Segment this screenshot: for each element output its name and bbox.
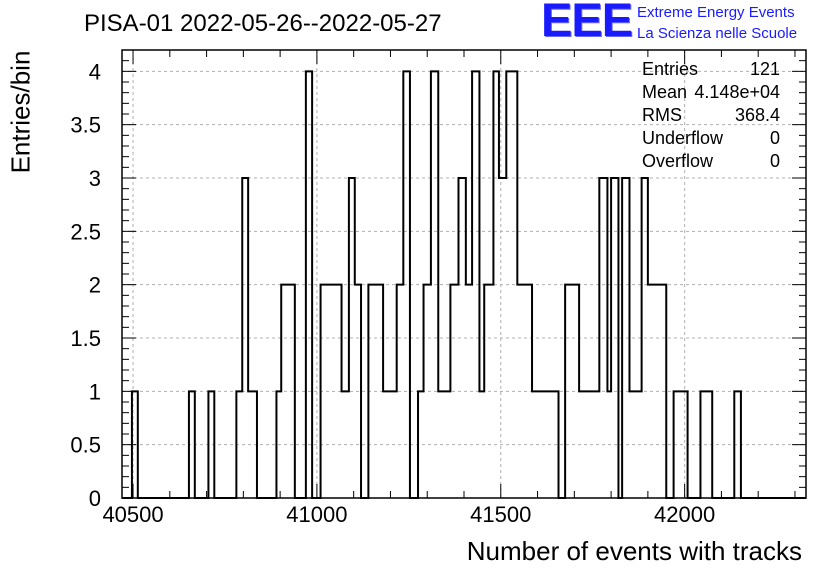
stat-value: 0	[769, 151, 780, 171]
x-axis-label: Number of events with tracks	[466, 536, 802, 566]
stat-row-entries: Entries 121	[642, 58, 780, 81]
stat-name: Entries	[642, 59, 699, 79]
y-tick-label: 2.5	[70, 219, 101, 244]
eee-logo: EEE	[541, 0, 633, 46]
stat-name: Overflow	[642, 151, 714, 171]
stat-value: 0	[769, 128, 780, 148]
stat-value: 368.4	[734, 105, 780, 125]
y-tick-label: 3	[89, 166, 101, 191]
stat-row-underflow: Underflow 0	[642, 127, 780, 150]
stat-value: 4.148e+04	[694, 82, 780, 102]
histogram-step-line	[122, 70, 806, 499]
y-tick-label: 0	[89, 486, 101, 511]
x-tick-label: 40500	[102, 502, 163, 527]
logo-line-2: La Scienza nelle Scuole	[637, 25, 798, 42]
stat-value: 121	[749, 59, 780, 79]
y-tick-label: 4	[89, 59, 101, 84]
histogram-line	[122, 70, 806, 499]
y-tick-label: 0.5	[70, 433, 101, 458]
y-tick-label: 3.5	[70, 113, 101, 138]
axis-tick-labels: 40500 41000 41500 42000 0 0.5 1 1.5 2 2.5 3 3.5 4	[70, 59, 715, 527]
stat-name: RMS	[642, 105, 682, 125]
stat-row-overflow: Overflow 0	[642, 150, 780, 173]
x-tick-label: 41500	[470, 502, 531, 527]
logo-line-1: Extreme Energy Events	[637, 4, 795, 21]
stat-row-rms: RMS 368.4	[642, 104, 780, 127]
stat-row-mean: Mean 4.148e+04	[642, 81, 780, 104]
x-tick-label: 41000	[286, 502, 347, 527]
y-axis-label: Entries/bin	[5, 50, 36, 174]
y-tick-label: 1.5	[70, 326, 101, 351]
chart-title: PISA-01 2022-05-26--2022-05-27	[84, 10, 442, 37]
y-tick-label: 1	[89, 379, 101, 404]
y-tick-label: 2	[89, 273, 101, 298]
axis-ticks	[122, 49, 806, 499]
stat-name: Mean	[642, 82, 688, 102]
stat-name: Underflow	[642, 128, 724, 148]
stats-box: Entries 121 Mean 4.148e+04 RMS 368.4 Und…	[642, 58, 780, 173]
x-tick-label: 42000	[654, 502, 715, 527]
